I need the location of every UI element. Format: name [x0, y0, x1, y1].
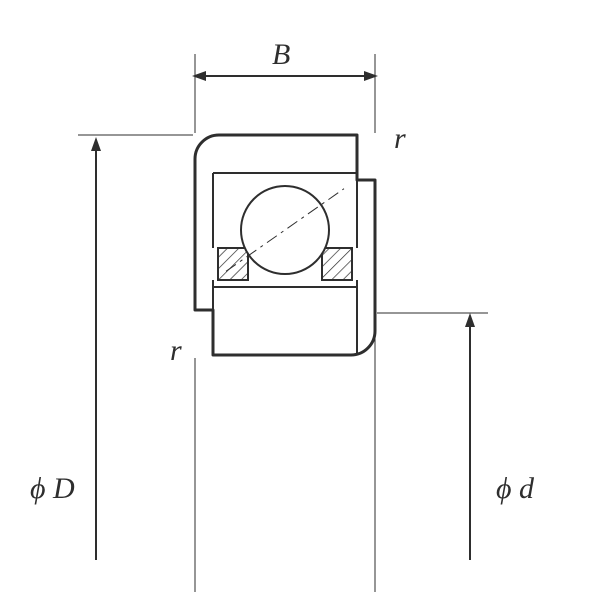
- cage-section-left: [218, 248, 248, 280]
- label-corner-radius-upper: r: [394, 122, 406, 155]
- label-corner-radius-lower: r: [170, 334, 182, 367]
- rolling-ball: [241, 186, 329, 274]
- label-bore-diameter: ϕ d: [496, 472, 535, 505]
- label-outer-diameter: ϕ D: [30, 472, 75, 505]
- bearing-cross-section-diagram: Bϕ D ϕ d r r: [0, 0, 600, 600]
- cage-section-right: [322, 248, 352, 280]
- label-width-B: B: [272, 38, 290, 71]
